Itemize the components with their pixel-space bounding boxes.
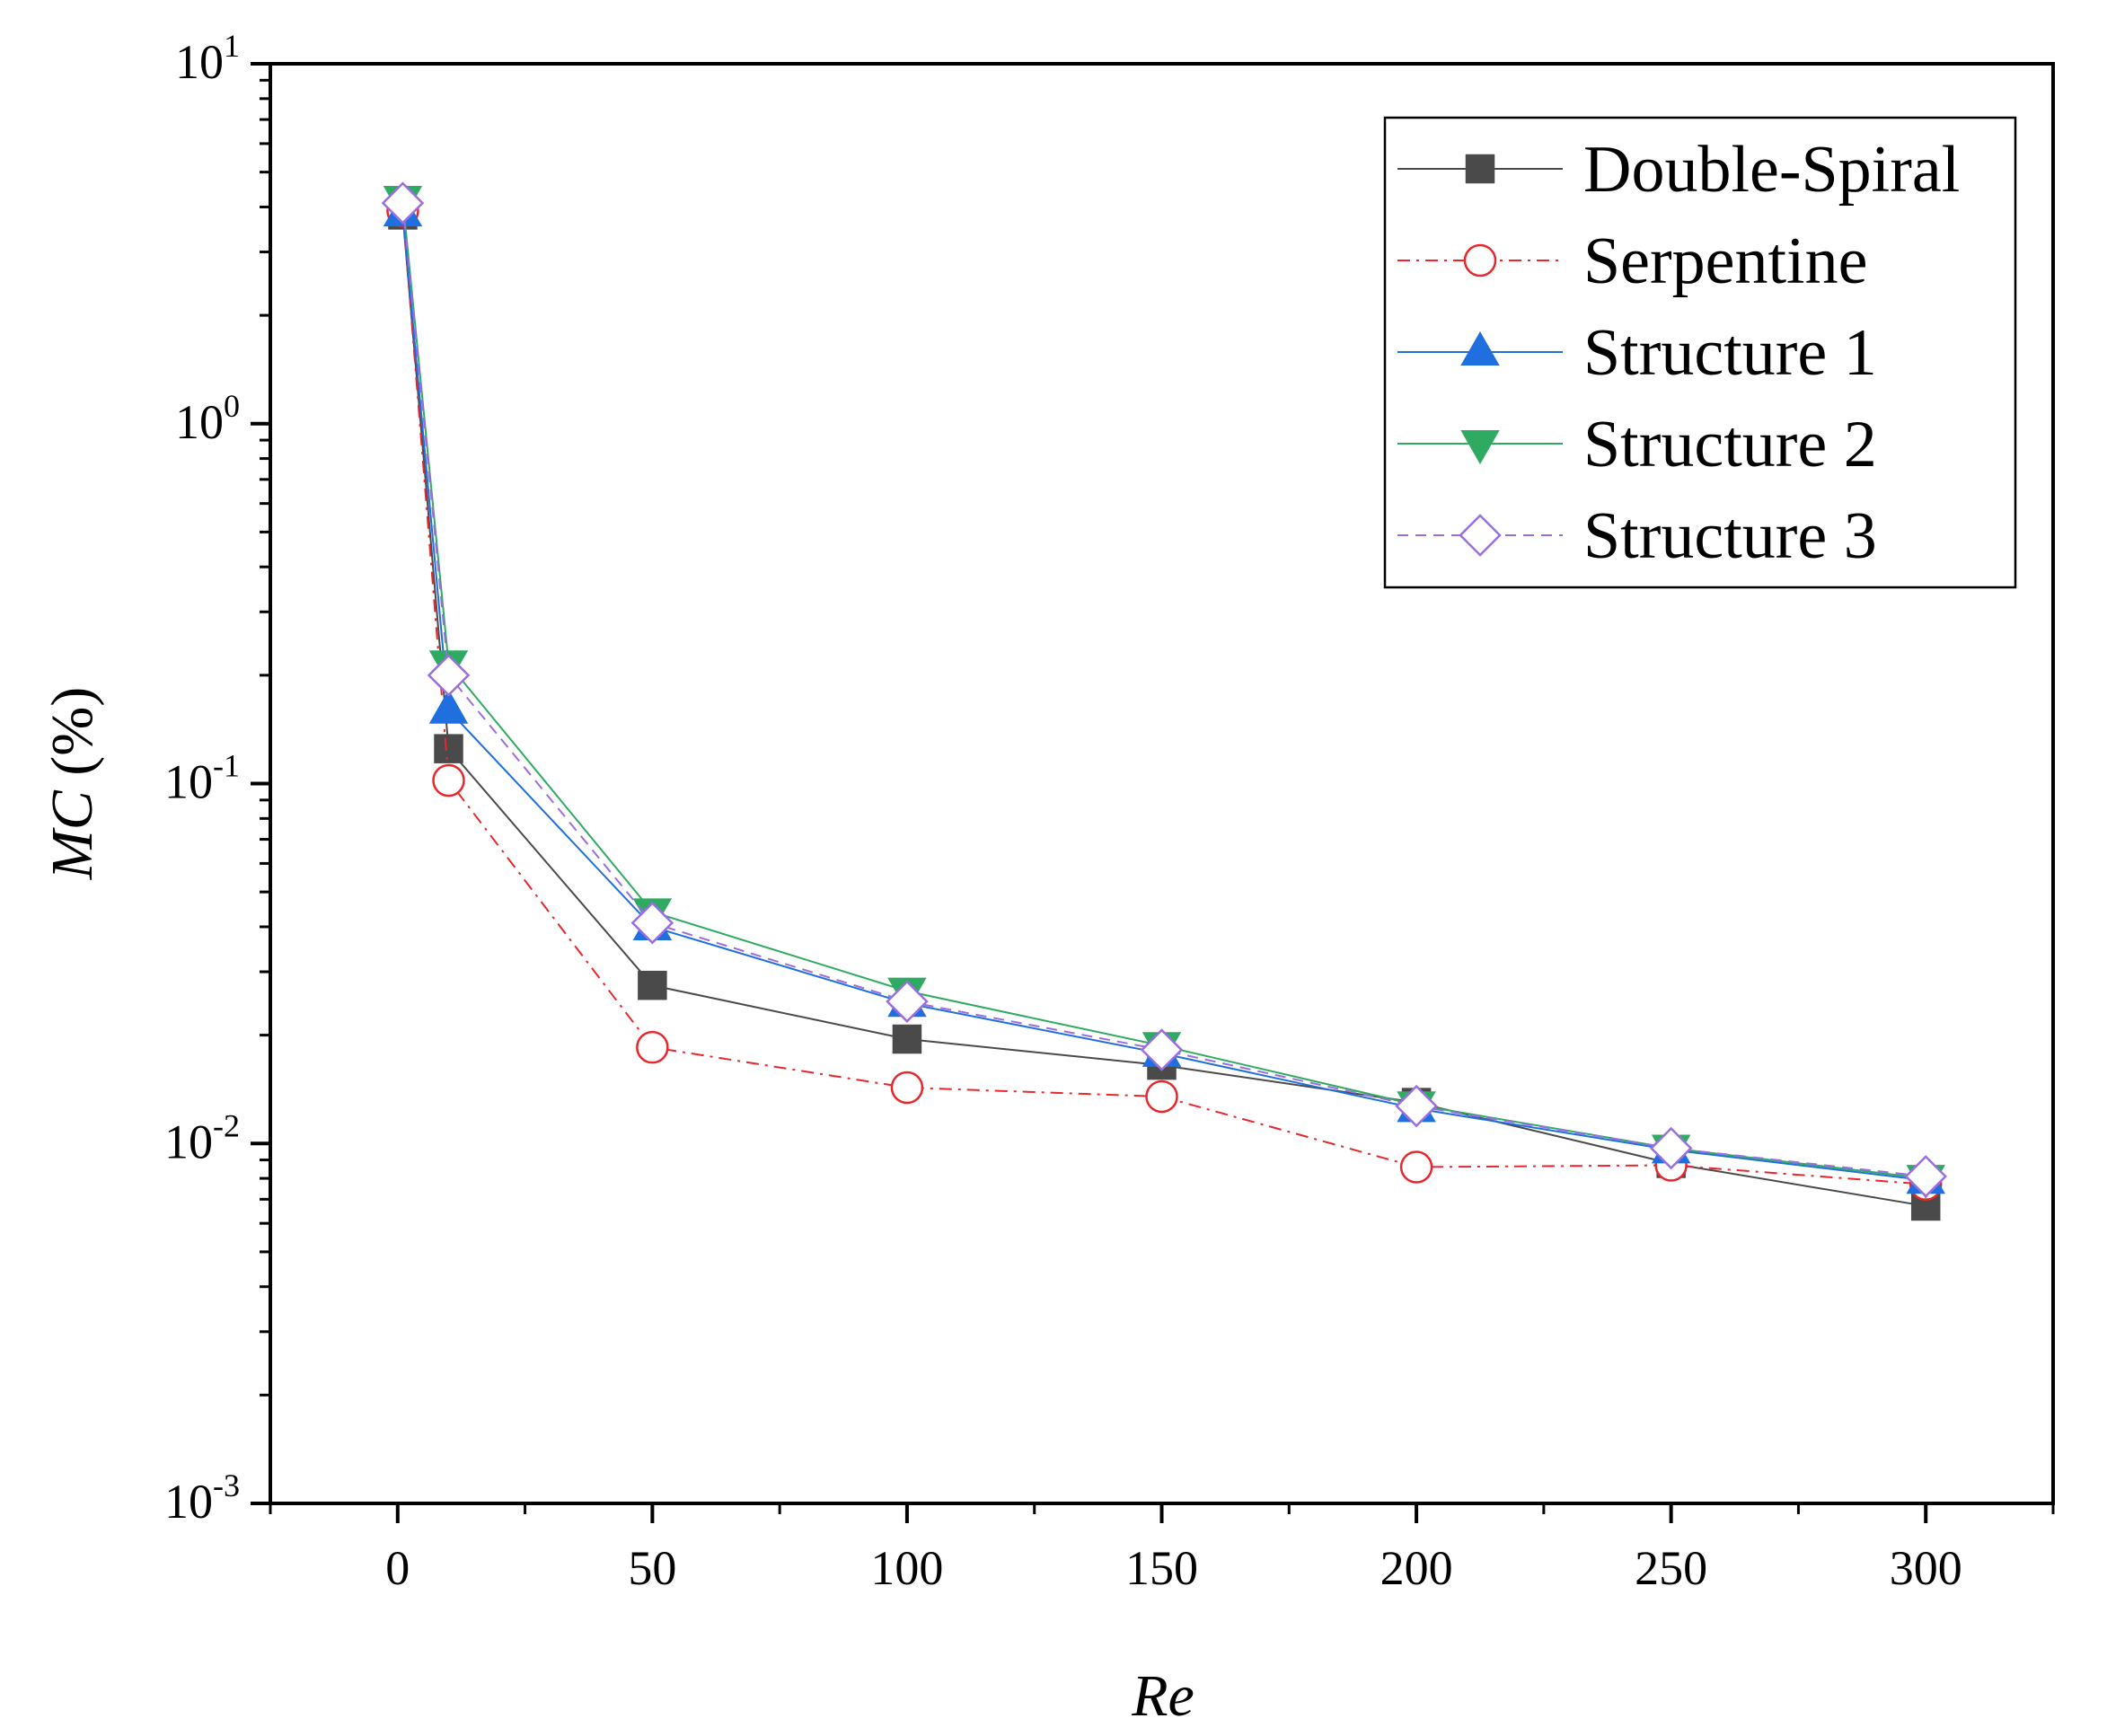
- y-axis: 101 100 10-1 10-2 10-3: [164, 28, 270, 1529]
- data-point: [1395, 1084, 1438, 1128]
- x-tick-label: 300: [1890, 1541, 1962, 1595]
- legend-label: Structure 2: [1583, 408, 1877, 481]
- series-line: [401, 203, 1926, 1177]
- legend-marker: [1459, 514, 1502, 557]
- data-point: [434, 734, 463, 763]
- legend-marker: [1460, 330, 1500, 366]
- legend-item: Structure 3: [1397, 499, 1877, 573]
- legend-item: Double-Spiral: [1397, 133, 1960, 207]
- legend-marker: [1460, 430, 1500, 465]
- y-tick-label: 101: [175, 28, 240, 89]
- series-line: [401, 215, 1926, 1207]
- data-point: [1649, 1126, 1693, 1170]
- x-tick-label: 150: [1125, 1541, 1198, 1595]
- legend-item: Serpentine: [1397, 225, 1867, 298]
- data-point: [1145, 1079, 1178, 1114]
- x-tick-label: 0: [385, 1541, 410, 1595]
- y-axis-title-unit: (%): [40, 687, 105, 790]
- data-point: [638, 970, 667, 1000]
- data-point: [432, 763, 465, 798]
- y-tick-label: 10-2: [164, 1107, 240, 1168]
- x-tick-label: 200: [1380, 1541, 1453, 1595]
- series-structure-3: [381, 181, 1947, 1198]
- data-point: [1399, 1150, 1433, 1184]
- legend-label: Double-Spiral: [1583, 133, 1960, 207]
- x-axis: 0 50 100 150 200 250 300: [269, 1503, 2055, 1595]
- legend-label: Serpentine: [1583, 225, 1867, 298]
- x-tick-label: 250: [1635, 1541, 1707, 1595]
- y-tick-label: 100: [175, 388, 240, 449]
- data-point: [428, 689, 469, 724]
- legend: Double-Spiral Serpentine Structure 1 Struct…: [1383, 116, 2017, 589]
- legend-marker: [1463, 243, 1497, 278]
- y-tick-label: 10-1: [164, 748, 240, 809]
- data-point: [1904, 1155, 1947, 1198]
- data-point: [890, 1071, 924, 1105]
- y-axis-title-symbol: MC: [40, 789, 105, 880]
- legend-item: Structure 2: [1397, 408, 1877, 481]
- data-point: [427, 654, 471, 697]
- data-point: [886, 980, 929, 1023]
- data-point: [1140, 1028, 1184, 1071]
- data-point: [381, 181, 425, 225]
- legend-label: Structure 3: [1583, 499, 1877, 573]
- series-line: [401, 210, 1926, 1185]
- y-axis-title: MC (%): [40, 687, 105, 880]
- series-line: [401, 213, 1926, 1182]
- data-point: [892, 1024, 922, 1054]
- x-tick-label: 50: [628, 1541, 676, 1595]
- data-point: [630, 901, 674, 945]
- data-point: [636, 1030, 669, 1064]
- legend-item: Structure 1: [1397, 316, 1877, 390]
- legend-marker: [1465, 154, 1495, 184]
- y-tick-label: 10-3: [164, 1467, 240, 1529]
- x-axis-title: Re: [1131, 1663, 1195, 1729]
- series-layer: [381, 181, 1947, 1221]
- legend-label: Structure 1: [1583, 316, 1877, 390]
- x-tick-label: 100: [870, 1541, 943, 1595]
